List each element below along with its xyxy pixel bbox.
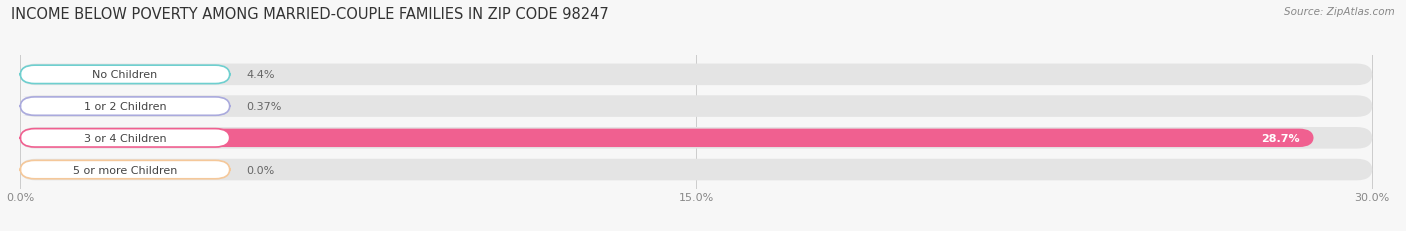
Text: 0.0%: 0.0% [246, 165, 274, 175]
Text: 0.37%: 0.37% [246, 102, 281, 112]
Text: INCOME BELOW POVERTY AMONG MARRIED-COUPLE FAMILIES IN ZIP CODE 98247: INCOME BELOW POVERTY AMONG MARRIED-COUPL… [11, 7, 609, 22]
FancyBboxPatch shape [20, 66, 229, 84]
Text: Source: ZipAtlas.com: Source: ZipAtlas.com [1284, 7, 1395, 17]
Text: 3 or 4 Children: 3 or 4 Children [84, 133, 166, 143]
Text: 5 or more Children: 5 or more Children [73, 165, 177, 175]
Text: 28.7%: 28.7% [1261, 133, 1301, 143]
FancyBboxPatch shape [20, 96, 1372, 117]
FancyBboxPatch shape [20, 129, 229, 147]
FancyBboxPatch shape [20, 159, 1372, 181]
Text: No Children: No Children [93, 70, 157, 80]
FancyBboxPatch shape [20, 64, 1372, 86]
FancyBboxPatch shape [20, 128, 1372, 149]
FancyBboxPatch shape [20, 97, 229, 116]
FancyBboxPatch shape [20, 161, 229, 179]
Text: 4.4%: 4.4% [246, 70, 274, 80]
FancyBboxPatch shape [20, 129, 1313, 147]
FancyBboxPatch shape [20, 97, 37, 116]
Text: 1 or 2 Children: 1 or 2 Children [84, 102, 166, 112]
FancyBboxPatch shape [20, 66, 218, 84]
